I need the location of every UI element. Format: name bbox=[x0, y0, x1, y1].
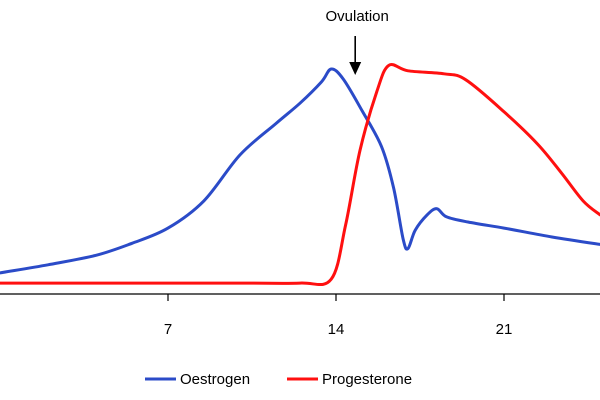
x-tick-label: 7 bbox=[164, 321, 172, 338]
ovulation-annotation: Ovulation bbox=[326, 8, 389, 75]
ovulation-label: Ovulation bbox=[326, 8, 389, 25]
series-lines bbox=[0, 63, 600, 287]
series-line-oestrogen bbox=[0, 67, 600, 275]
ovulation-arrow-head bbox=[349, 62, 362, 75]
x-tick-label: 14 bbox=[328, 321, 345, 338]
series-line-progesterone bbox=[0, 63, 600, 287]
x-tick-label: 21 bbox=[496, 321, 513, 338]
x-axis-ticks: 7 14 21 bbox=[164, 294, 513, 338]
legend-label-oestrogen: Oestrogen bbox=[180, 371, 250, 388]
legend-item-progesterone: Progesterone bbox=[287, 371, 412, 388]
legend: Oestrogen Progesterone bbox=[145, 371, 412, 388]
legend-label-progesterone: Progesterone bbox=[322, 371, 412, 388]
legend-item-oestrogen: Oestrogen bbox=[145, 371, 250, 388]
